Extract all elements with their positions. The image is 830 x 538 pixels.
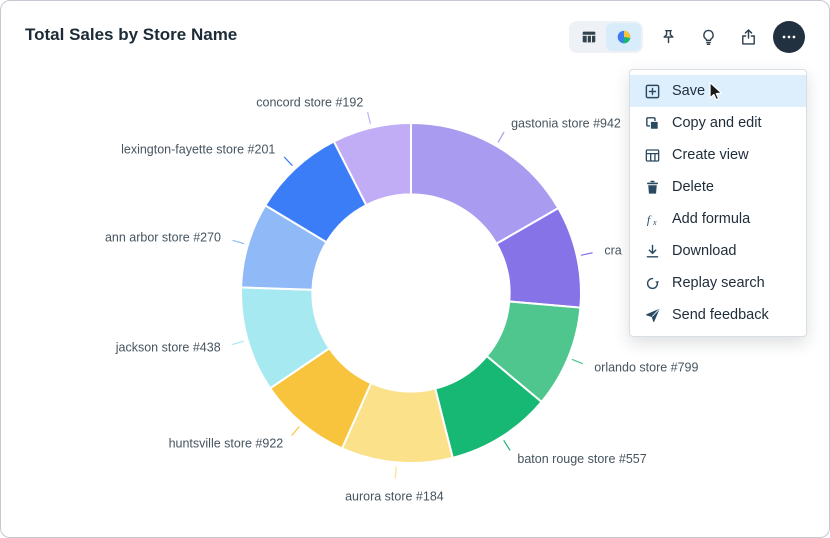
pin-icon bbox=[662, 29, 674, 43]
menu-item-delete[interactable]: Delete bbox=[630, 171, 806, 203]
leader-line bbox=[291, 426, 300, 437]
menu-item-replay-search[interactable]: Replay search bbox=[630, 267, 806, 299]
download-icon bbox=[646, 244, 659, 257]
save-icon bbox=[645, 84, 660, 98]
leader-line bbox=[571, 358, 584, 365]
table-view-button[interactable] bbox=[571, 23, 606, 51]
lightbulb-icon bbox=[702, 29, 714, 45]
donut-slice[interactable] bbox=[332, 121, 412, 207]
send-feedback-icon bbox=[645, 308, 660, 322]
trash-icon bbox=[647, 180, 658, 194]
menu-item-copy-and-edit[interactable]: Copy and edit bbox=[630, 107, 806, 139]
share-icon bbox=[741, 28, 755, 45]
view-toggle bbox=[569, 21, 643, 53]
slice-label: concord store #192 bbox=[256, 95, 363, 109]
share-button[interactable] bbox=[733, 22, 763, 52]
slice-label: aurora store #184 bbox=[345, 489, 444, 503]
menu-item-label: Send feedback bbox=[672, 307, 769, 323]
pie-chart-icon bbox=[617, 30, 630, 44]
menu-item-label: Copy and edit bbox=[672, 115, 762, 131]
menu-item-label: Replay search bbox=[672, 275, 765, 291]
menu-item-send-feedback[interactable]: Send feedback bbox=[630, 299, 806, 331]
menu-item-label: Add formula bbox=[672, 211, 751, 227]
slice-label: ann arbor store #270 bbox=[105, 230, 221, 244]
table-icon bbox=[582, 31, 595, 43]
menu-item-save[interactable]: Save bbox=[630, 75, 806, 107]
menu-item-label: Create view bbox=[672, 147, 749, 163]
menu-item-add-formula[interactable]: f x Add formula bbox=[630, 203, 806, 235]
replay-icon bbox=[646, 277, 659, 289]
leader-line bbox=[394, 466, 397, 479]
slice-label: jackson store #438 bbox=[115, 340, 221, 354]
toolbar bbox=[569, 21, 805, 53]
menu-item-label: Download bbox=[672, 243, 737, 259]
slice-label: orlando store #799 bbox=[594, 361, 698, 375]
formula-icon: f x bbox=[647, 212, 657, 227]
slice-label: baton rouge store #557 bbox=[517, 452, 646, 466]
copy-icon bbox=[646, 116, 659, 130]
svg-text:f: f bbox=[647, 212, 652, 226]
slice-label: huntsville store #922 bbox=[169, 436, 284, 450]
page-title: Total Sales by Store Name bbox=[25, 25, 238, 44]
leader-line bbox=[232, 340, 244, 346]
svg-text:x: x bbox=[652, 217, 657, 226]
pin-button[interactable] bbox=[653, 22, 683, 52]
leader-line bbox=[367, 111, 372, 124]
slice-label: cra bbox=[604, 244, 621, 258]
leader-line bbox=[580, 252, 593, 256]
leader-line bbox=[232, 239, 245, 245]
menu-item-label: Save bbox=[672, 83, 706, 99]
context-menu: Save Copy and edit Create view Delete bbox=[629, 69, 807, 337]
more-button[interactable] bbox=[773, 21, 805, 53]
menu-item-label: Delete bbox=[672, 179, 714, 195]
slice-label: lexington-fayette store #201 bbox=[121, 143, 275, 157]
insights-button[interactable] bbox=[693, 22, 723, 52]
slice-label: gastonia store #942 bbox=[511, 116, 621, 130]
leader-line bbox=[497, 131, 505, 143]
menu-item-create-view[interactable]: Create view bbox=[630, 139, 806, 171]
leader-line bbox=[283, 156, 293, 167]
leader-line bbox=[503, 439, 511, 451]
ellipsis-icon bbox=[782, 35, 796, 39]
create-view-icon bbox=[645, 148, 660, 162]
chart-view-button[interactable] bbox=[606, 23, 641, 51]
menu-item-download[interactable]: Download bbox=[630, 235, 806, 267]
